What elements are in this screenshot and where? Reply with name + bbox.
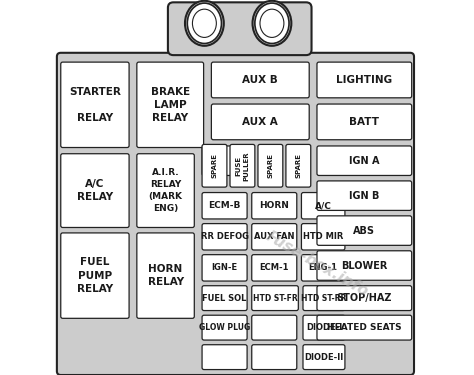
FancyBboxPatch shape [61,154,129,228]
FancyBboxPatch shape [286,144,311,187]
FancyBboxPatch shape [230,144,255,187]
FancyBboxPatch shape [317,286,412,310]
Text: A/C
RELAY: A/C RELAY [77,179,113,202]
FancyBboxPatch shape [252,192,297,219]
FancyBboxPatch shape [202,315,247,340]
FancyBboxPatch shape [317,315,412,340]
FancyBboxPatch shape [61,233,129,318]
Text: STOP/HAZ: STOP/HAZ [337,293,392,303]
FancyBboxPatch shape [252,255,297,281]
Text: DIODE-II: DIODE-II [304,352,344,362]
Text: IGN-E: IGN-E [211,263,237,272]
Text: SPARE: SPARE [267,153,273,178]
FancyBboxPatch shape [252,224,297,250]
Text: ABS: ABS [353,226,375,236]
Ellipse shape [255,3,289,44]
Text: RR DEFOG: RR DEFOG [201,232,248,241]
Text: IGN B: IGN B [349,190,380,201]
FancyBboxPatch shape [301,255,345,281]
Text: HTD ST-FR: HTD ST-FR [253,294,297,303]
FancyBboxPatch shape [317,62,412,98]
FancyBboxPatch shape [61,62,129,147]
Ellipse shape [192,9,216,38]
FancyBboxPatch shape [303,315,345,340]
Text: LIGHTING: LIGHTING [336,75,392,85]
FancyBboxPatch shape [317,251,412,280]
FancyBboxPatch shape [317,146,412,176]
Text: AUX FAN: AUX FAN [254,232,294,241]
FancyBboxPatch shape [252,345,297,370]
Text: ENG-1: ENG-1 [309,263,337,272]
Text: A/C: A/C [315,201,332,210]
FancyBboxPatch shape [137,233,194,318]
Text: STARTER

RELAY: STARTER RELAY [69,87,121,123]
FancyBboxPatch shape [317,216,412,245]
Text: A.I.R.
RELAY
(MARK
ENG): A.I.R. RELAY (MARK ENG) [148,168,182,213]
FancyBboxPatch shape [137,154,194,228]
Ellipse shape [260,9,284,38]
Text: AUX A: AUX A [242,117,278,127]
Text: HORN
RELAY: HORN RELAY [147,264,183,287]
FancyBboxPatch shape [301,224,345,250]
FancyBboxPatch shape [202,345,247,370]
FancyBboxPatch shape [202,144,227,187]
Text: HORN: HORN [259,201,289,210]
FancyBboxPatch shape [57,53,414,375]
FancyBboxPatch shape [303,286,345,310]
Text: HTD MIR: HTD MIR [303,232,343,241]
Text: AUX B: AUX B [242,75,278,85]
Ellipse shape [253,1,292,46]
FancyBboxPatch shape [202,286,247,310]
Text: HEATED SEATS: HEATED SEATS [327,323,401,332]
Text: FUSE
PULLER: FUSE PULLER [236,151,249,181]
Text: ECM-B: ECM-B [209,201,241,210]
FancyBboxPatch shape [211,104,309,140]
FancyBboxPatch shape [202,192,247,219]
Text: FUEL SOL: FUEL SOL [202,294,247,303]
FancyBboxPatch shape [168,2,311,55]
Text: SPARE: SPARE [211,153,218,178]
Text: Fuse-box.info: Fuse-box.info [263,228,371,300]
FancyBboxPatch shape [202,255,247,281]
FancyBboxPatch shape [202,146,233,176]
FancyBboxPatch shape [211,62,309,98]
Text: BLOWER: BLOWER [341,261,388,270]
FancyBboxPatch shape [137,62,204,147]
FancyBboxPatch shape [317,104,412,140]
Text: BRAKE
LAMP
RELAY: BRAKE LAMP RELAY [151,87,190,123]
Text: ECM-1: ECM-1 [260,263,289,272]
Ellipse shape [187,3,221,44]
FancyBboxPatch shape [317,181,412,210]
FancyBboxPatch shape [258,144,283,187]
Text: IGN A: IGN A [349,156,380,166]
FancyBboxPatch shape [202,224,247,250]
Text: GLOW PLUG: GLOW PLUG [199,323,250,332]
FancyBboxPatch shape [301,192,345,219]
Text: HTD ST-RR: HTD ST-RR [301,294,346,303]
Text: DIODE-I: DIODE-I [306,323,342,332]
FancyBboxPatch shape [252,315,297,340]
Text: BATT: BATT [349,117,379,127]
FancyBboxPatch shape [303,345,345,370]
Ellipse shape [185,1,224,46]
Text: SPARE: SPARE [295,153,301,178]
Text: FUEL
PUMP
RELAY: FUEL PUMP RELAY [77,257,113,294]
FancyBboxPatch shape [252,286,298,310]
